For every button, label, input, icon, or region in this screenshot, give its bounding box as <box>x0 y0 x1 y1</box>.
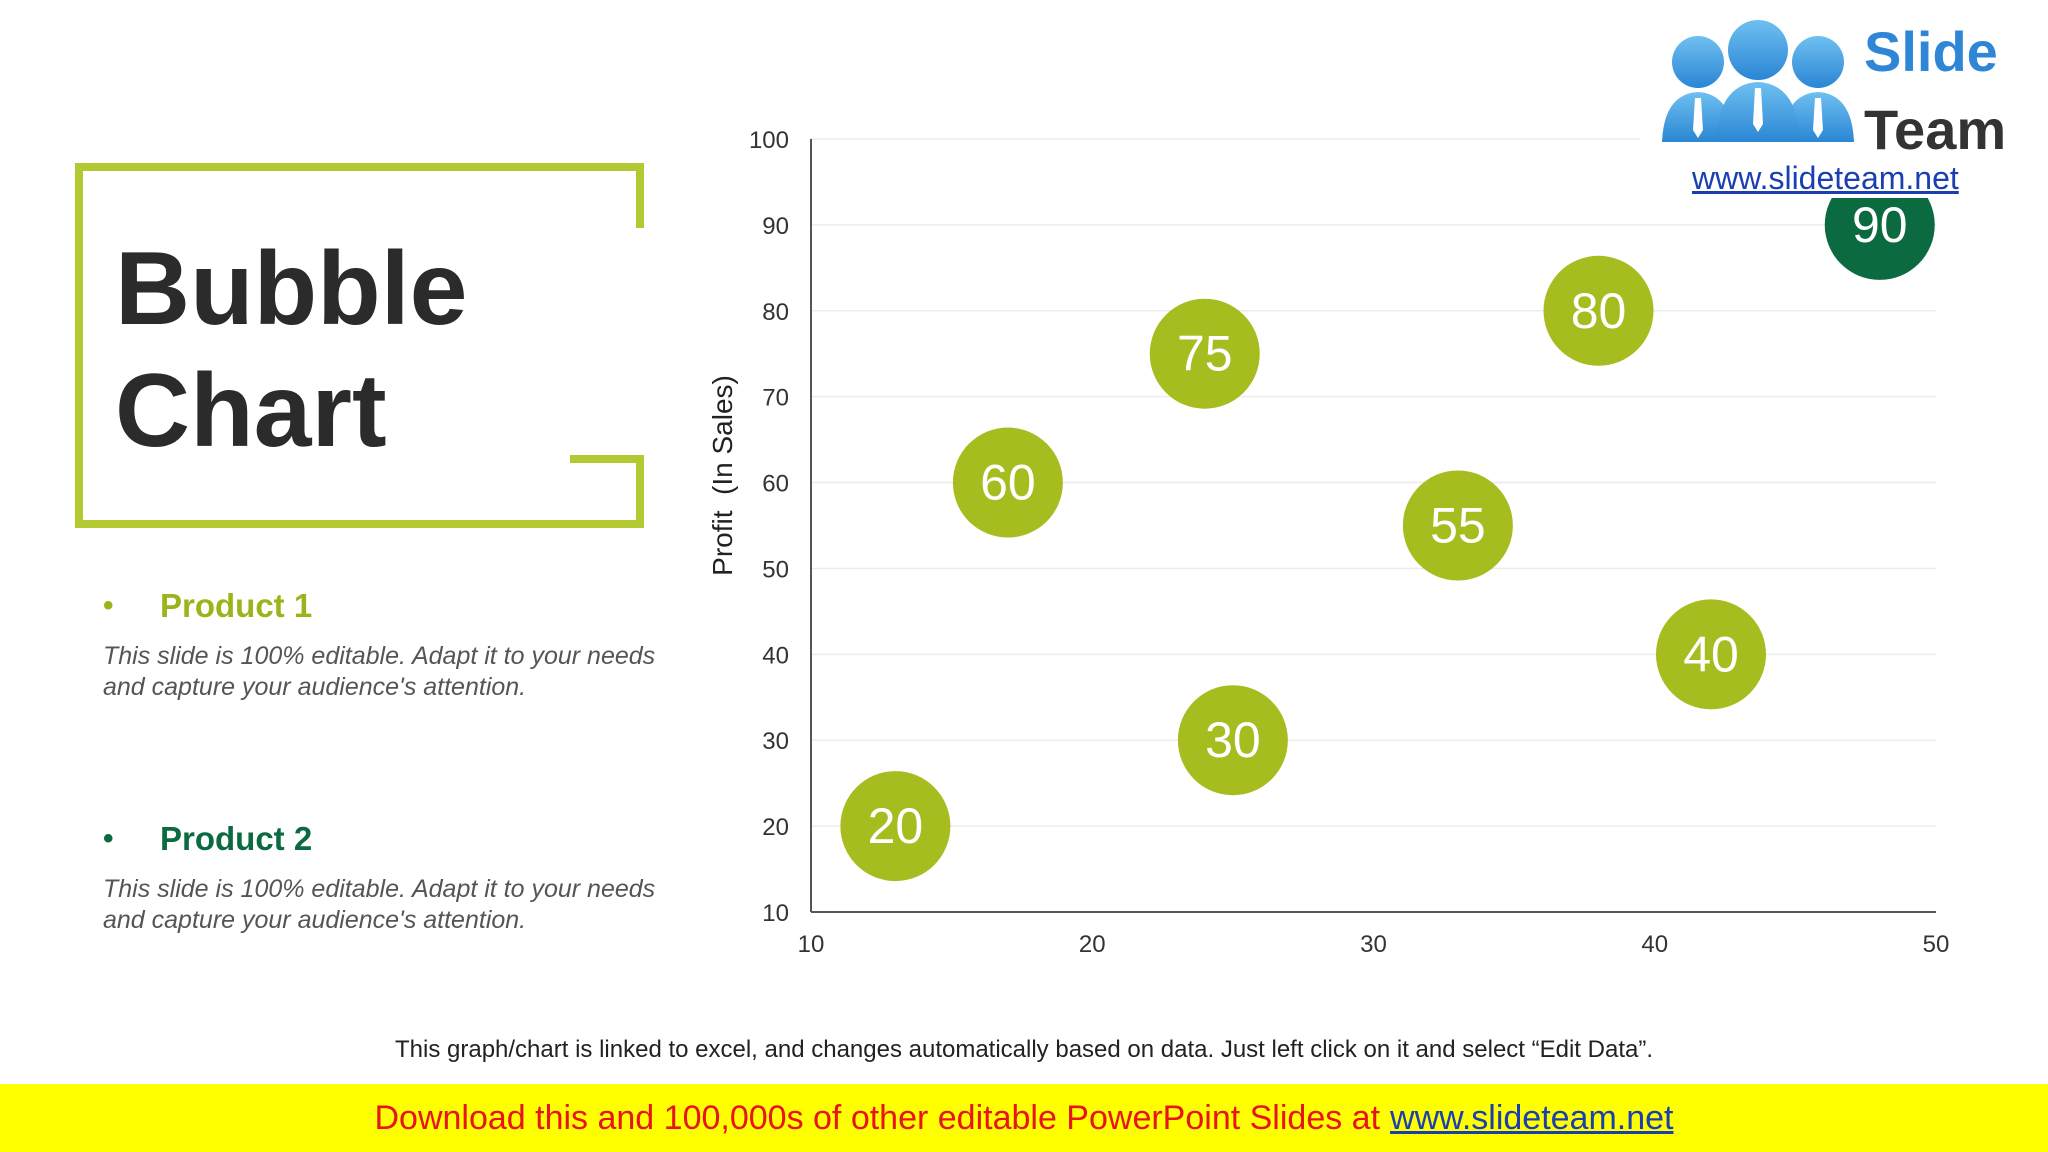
banner-link[interactable]: www.slideteam.net <box>1390 1098 1674 1137</box>
banner-text: Download this and 100,000s of other edit… <box>374 1098 1381 1137</box>
bubble-label: 30 <box>1205 712 1261 768</box>
y-axis-label: Profit (In Sales) <box>707 375 738 576</box>
download-banner: Download this and 100,000s of other edit… <box>0 1084 2048 1152</box>
title-frame <box>75 163 645 528</box>
product-1-bullet: • <box>103 589 114 622</box>
y-tick-label: 20 <box>762 814 789 841</box>
y-tick-label: 90 <box>762 213 789 240</box>
bubble[interactable] <box>1543 255 1654 366</box>
slide-title: Bubble Chart <box>115 228 467 472</box>
bubble[interactable] <box>952 427 1063 538</box>
product-2-heading: • Product 2 <box>103 820 663 858</box>
bubble-label: 20 <box>868 798 924 854</box>
y-tick-label: 80 <box>762 299 789 326</box>
x-tick-label: 50 <box>1923 931 1950 958</box>
bubble-label: 55 <box>1430 498 1486 554</box>
bubble[interactable] <box>840 771 951 882</box>
bubble-label: 40 <box>1683 626 1739 682</box>
chart-footnote: This graph/chart is linked to excel, and… <box>395 1036 1653 1063</box>
product-1-heading: • Product 1 <box>103 587 663 625</box>
x-tick-label: 20 <box>1079 931 1106 958</box>
bubble-label: 80 <box>1571 283 1627 339</box>
slide-title-line-2: Chart <box>115 353 387 469</box>
bubble[interactable] <box>1177 685 1288 796</box>
product-2-name: Product 2 <box>160 820 313 857</box>
product-2-description: This slide is 100% editable. Adapt it to… <box>103 875 656 934</box>
logo-word-slide: Slide <box>1864 20 1998 83</box>
y-tick-label: 50 <box>762 556 789 583</box>
people-group-icon <box>1662 20 1854 142</box>
x-tick-label: 40 <box>1641 931 1668 958</box>
product-1-name: Product 1 <box>160 587 313 624</box>
bubble[interactable] <box>1402 470 1513 581</box>
bubble-chart[interactable]: 10 20 30 40 50 60 70 80 90 100 10 20 30 40 50 Profit (I… <box>0 0 2048 1000</box>
y-tick-label: 30 <box>762 728 789 755</box>
bubble-label: 60 <box>980 455 1036 511</box>
bubble[interactable] <box>1149 298 1260 409</box>
bubble-label: 75 <box>1177 326 1233 382</box>
product-2-bullet: • <box>103 822 114 855</box>
slide-title-line-1: Bubble <box>115 231 468 347</box>
bubble-label: 90 <box>1852 197 1908 253</box>
product-2-block: • Product 2 This slide is 100% editable.… <box>103 820 663 936</box>
x-tick-label: 30 <box>1360 931 1387 958</box>
y-tick-label: 100 <box>749 127 789 154</box>
y-tick-label: 40 <box>762 642 789 669</box>
bubble[interactable] <box>1656 599 1766 710</box>
x-tick-label: 10 <box>798 931 825 958</box>
y-tick-label: 60 <box>762 471 789 498</box>
product-1-block: • Product 1 This slide is 100% editable.… <box>103 587 663 703</box>
slideteam-logo[interactable]: Slide Team www.slideteam.net <box>1640 0 2048 198</box>
product-1-description: This slide is 100% editable. Adapt it to… <box>103 642 656 701</box>
y-tick-label: 70 <box>762 385 789 412</box>
title-bracket-frame <box>75 163 644 528</box>
logo-word-team: Team <box>1864 98 2007 161</box>
y-tick-label: 10 <box>762 900 789 927</box>
logo-url-link[interactable]: www.slideteam.net <box>1692 160 1959 196</box>
